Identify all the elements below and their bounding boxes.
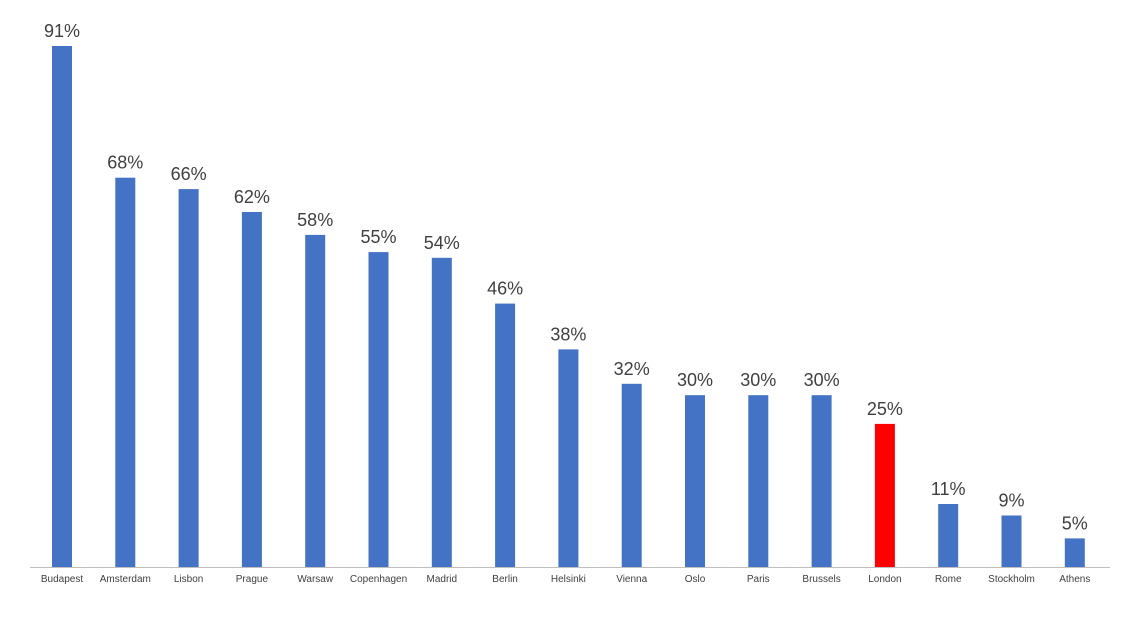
value-label-lisbon: 66% bbox=[171, 164, 207, 184]
tick-label-berlin: Berlin bbox=[492, 574, 518, 585]
bar-lisbon bbox=[178, 189, 199, 567]
x-tick-labels-group: Budapest Amsterdam Lisbon Prague Warsaw Copen… bbox=[41, 574, 1091, 585]
tick-label-oslo: Oslo bbox=[685, 574, 706, 585]
value-label-budapest: 91% bbox=[44, 21, 80, 41]
value-label-oslo: 30% bbox=[677, 370, 713, 390]
value-label-london: 25% bbox=[867, 399, 903, 419]
bars-group bbox=[52, 46, 1085, 567]
value-label-copenhagen: 55% bbox=[360, 227, 396, 247]
bar-london bbox=[874, 423, 895, 567]
bar-prague bbox=[241, 212, 262, 567]
value-label-amsterdam: 68% bbox=[107, 153, 143, 173]
bar-vienna bbox=[621, 383, 642, 567]
value-label-brussels: 30% bbox=[804, 370, 840, 390]
tick-label-stockholm: Stockholm bbox=[988, 574, 1035, 585]
value-label-berlin: 46% bbox=[487, 279, 523, 299]
value-label-warsaw: 58% bbox=[297, 210, 333, 230]
value-label-rome: 11% bbox=[931, 479, 966, 499]
tick-label-vienna: Vienna bbox=[616, 574, 647, 585]
bar-paris bbox=[748, 395, 769, 567]
bar-helsinki bbox=[558, 349, 579, 567]
bar-berlin bbox=[495, 303, 516, 567]
bar-rome bbox=[938, 504, 959, 567]
bar-budapest bbox=[52, 46, 72, 567]
tick-label-athens: Athens bbox=[1059, 574, 1090, 585]
tick-label-london: London bbox=[868, 574, 901, 585]
value-label-prague: 62% bbox=[234, 187, 270, 207]
bar-brussels bbox=[811, 395, 832, 567]
value-labels-group: 91% 68% 66% 62% 58% 55% 54% 46% 38% 32% 30% 30% 30% 2… bbox=[44, 21, 1088, 533]
value-label-madrid: 54% bbox=[424, 233, 460, 253]
value-label-stockholm: 9% bbox=[998, 491, 1024, 511]
bar-warsaw bbox=[305, 234, 326, 567]
value-label-vienna: 32% bbox=[614, 359, 650, 379]
value-label-helsinki: 38% bbox=[550, 324, 586, 344]
tick-label-rome: Rome bbox=[935, 574, 962, 585]
bar-madrid bbox=[431, 257, 452, 567]
bar-stockholm bbox=[1001, 515, 1022, 567]
value-label-athens: 5% bbox=[1062, 513, 1088, 533]
tick-label-madrid: Madrid bbox=[427, 574, 458, 585]
tick-label-budapest: Budapest bbox=[41, 574, 83, 585]
tick-label-amsterdam: Amsterdam bbox=[100, 574, 151, 585]
tick-label-prague: Prague bbox=[236, 574, 269, 585]
bar-copenhagen bbox=[368, 252, 389, 567]
bar-oslo bbox=[685, 395, 705, 567]
tick-label-brussels: Brussels bbox=[802, 574, 840, 585]
tick-label-helsinki: Helsinki bbox=[551, 574, 586, 585]
bar-athens bbox=[1064, 538, 1085, 567]
value-label-paris: 30% bbox=[740, 370, 776, 390]
tick-label-lisbon: Lisbon bbox=[174, 574, 203, 585]
tick-label-warsaw: Warsaw bbox=[297, 574, 334, 585]
bar-amsterdam bbox=[115, 177, 136, 567]
tick-label-copenhagen: Copenhagen bbox=[350, 574, 407, 585]
tick-label-paris: Paris bbox=[747, 574, 770, 585]
